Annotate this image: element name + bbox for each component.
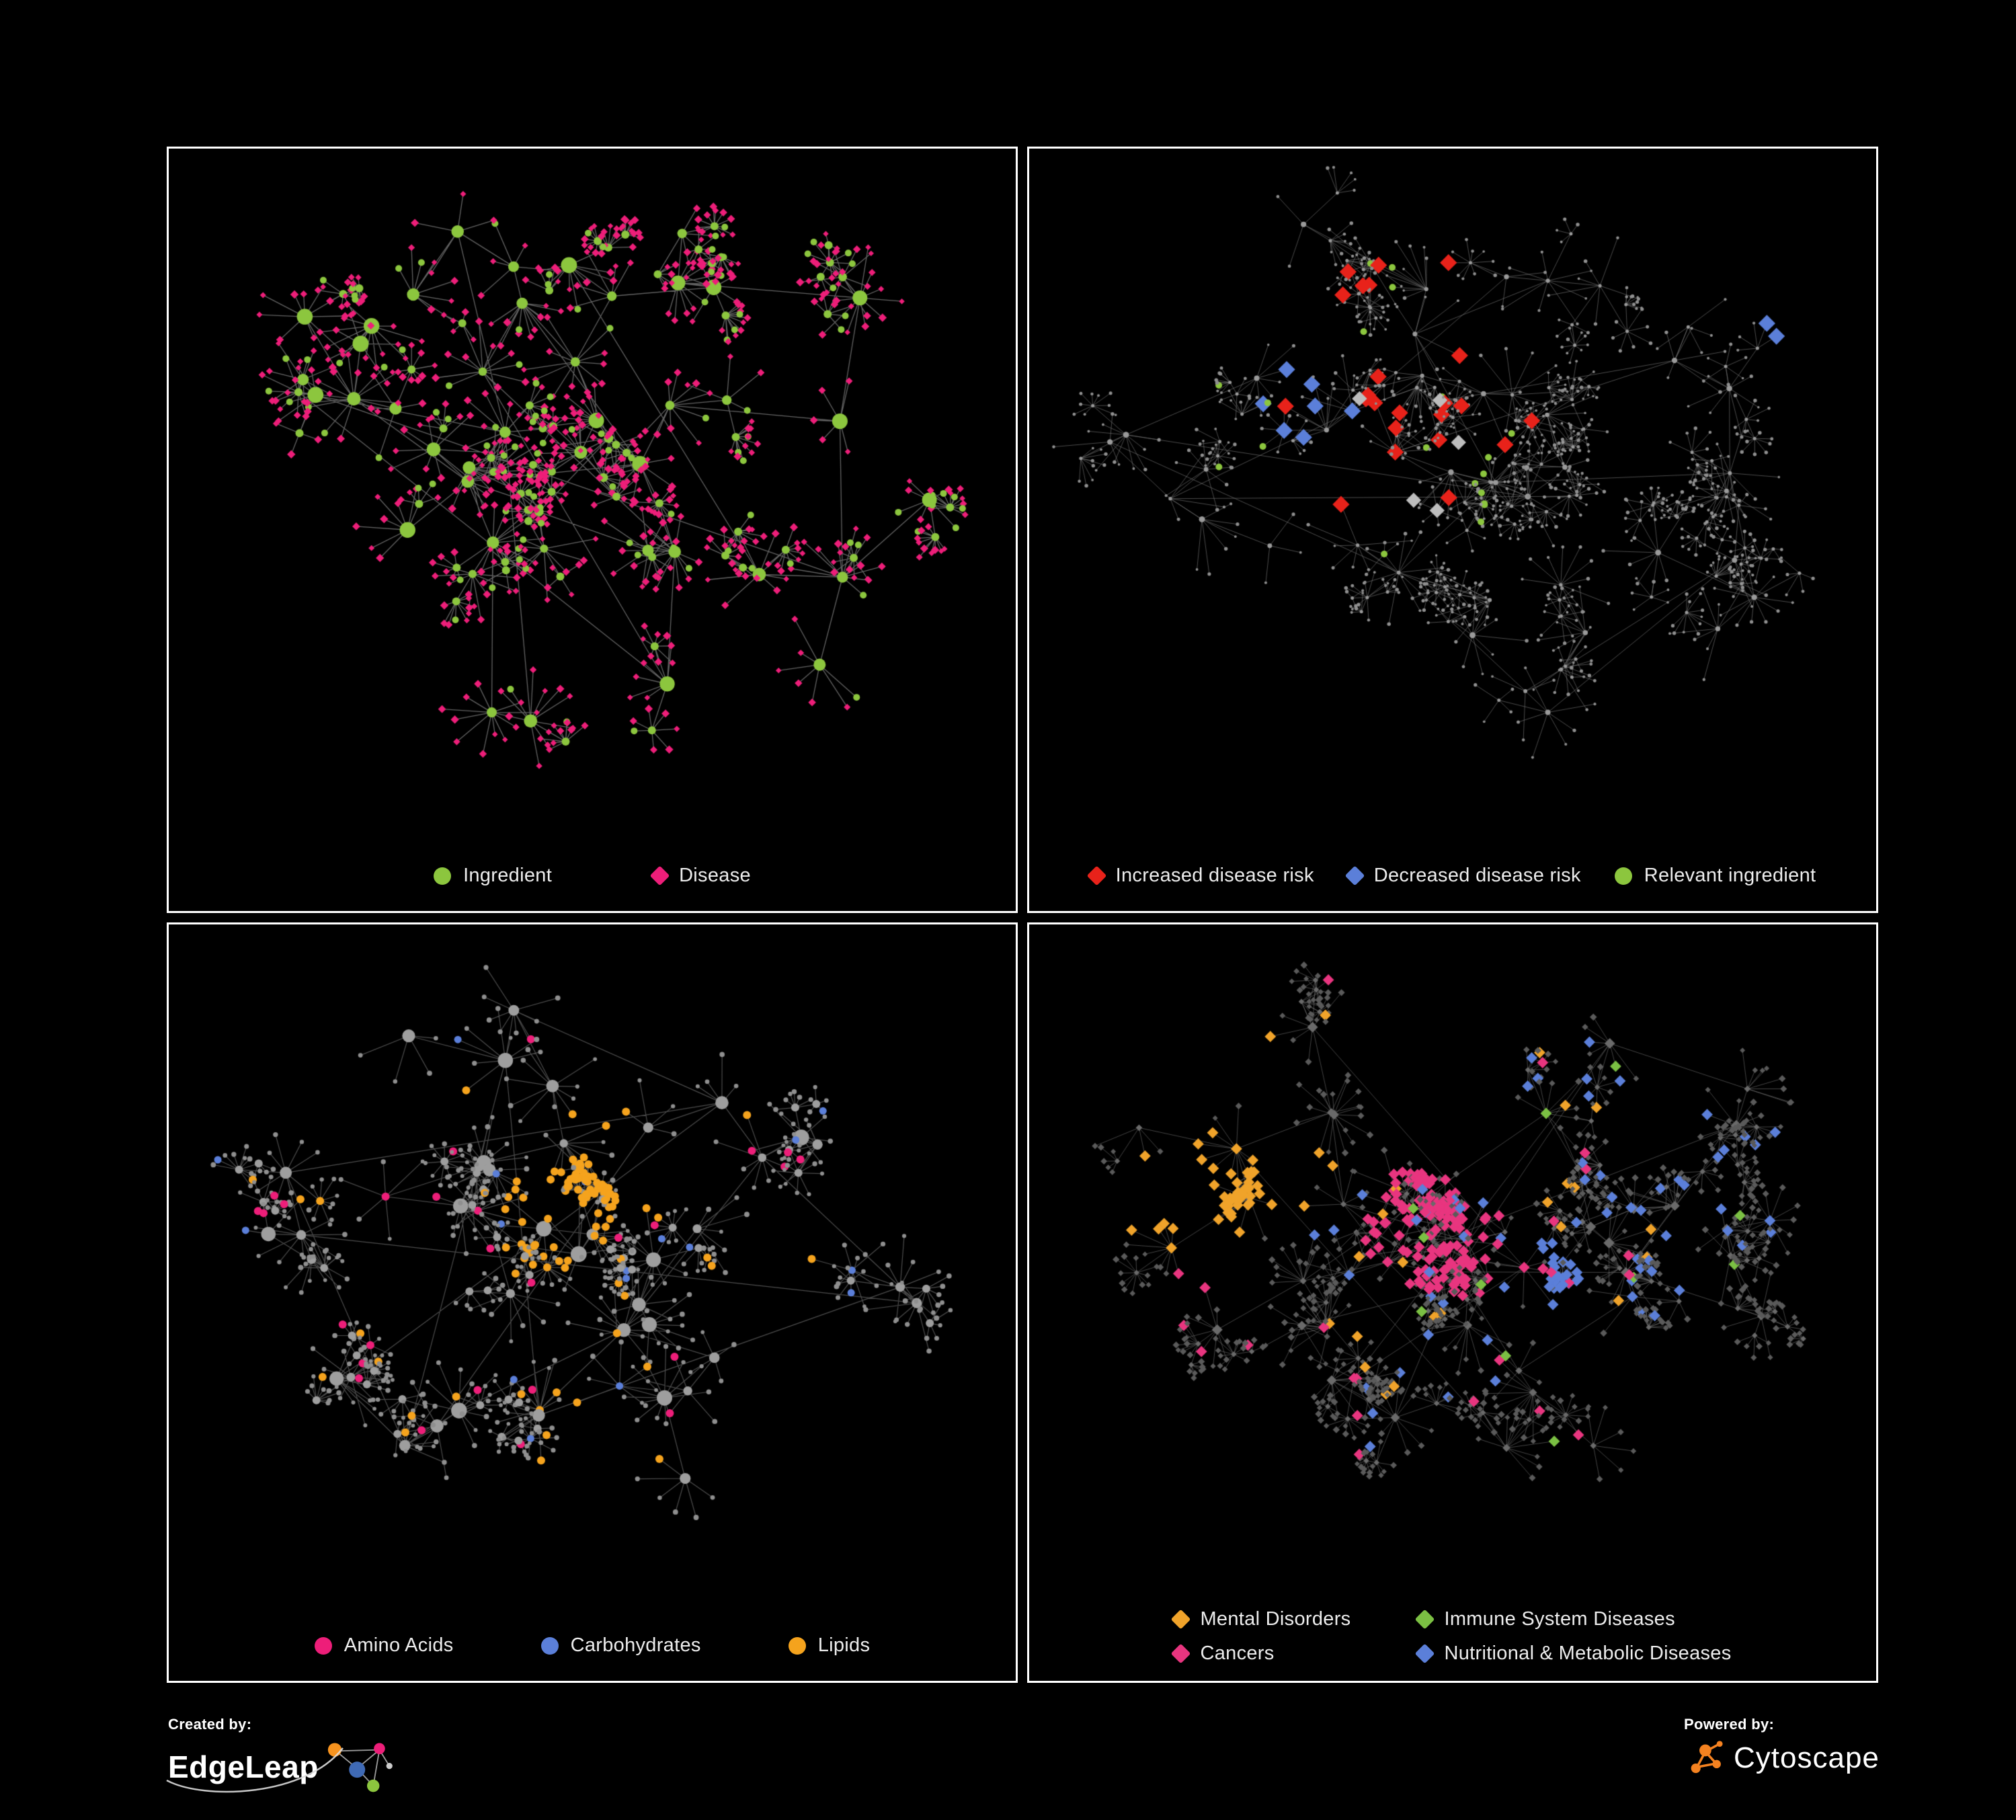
legend-item-cancers: Cancers [1171,1643,1350,1665]
legend-item-disease: Disease [649,865,751,887]
legend: Amino Acids Carbohydrates Lipids [169,1634,1016,1657]
powered-by-block: Powered by: Cytoscape [1684,1716,1880,1779]
circle-swatch-icon [314,1636,332,1655]
legend-label: Immune System Diseases [1444,1608,1675,1630]
edgeleap-network-icon [327,1743,393,1792]
legend-label: Lipids [817,1634,871,1656]
legend-item-carbohydrates: Carbohydrates [540,1634,701,1657]
legend: Mental Disorders Immune System Diseases … [1029,1608,1876,1665]
legend-item-relevant-ingredient: Relevant ingredient [1614,865,1816,887]
circle-swatch-icon [540,1636,559,1655]
network-graph-disease-risk [1029,149,1876,814]
panel-disease-risk-network: Increased disease risk Decreased disease… [1027,147,1878,913]
created-by-block: Created by: EdgeLeap [166,1716,399,1796]
diamond-swatch-icon [649,865,670,886]
legend-label: Carbohydrates [570,1634,701,1656]
powered-by-label: Powered by: [1684,1716,1775,1733]
edgeleap-wordmark: EdgeLeap [168,1749,319,1784]
edgeleap-logo: EdgeLeap [166,1737,399,1796]
diamond-swatch-icon [1086,865,1106,886]
network-graph-macronutrients [169,924,1016,1580]
network-graph-ingredient-disease [169,149,1016,814]
network-graph-disease-categories [1029,924,1876,1573]
legend-label: Cancers [1200,1643,1275,1664]
cytoscape-logo: Cytoscape [1684,1737,1880,1779]
legend-label: Decreased disease risk [1373,865,1581,886]
legend: Increased disease risk Decreased disease… [1029,865,1876,887]
legend-label: Ingredient [463,865,553,886]
panel-disease-category-network: Mental Disorders Immune System Diseases … [1027,922,1878,1683]
legend-label: Amino Acids [344,1634,454,1656]
panel-macronutrient-network: Amino Acids Carbohydrates Lipids [167,922,1018,1683]
cytoscape-network-icon [1691,1741,1723,1774]
legend-label: Disease [679,865,751,886]
legend-item-mental-disorders: Mental Disorders [1171,1608,1351,1630]
legend-item-decreased-risk: Decreased disease risk [1344,865,1581,887]
diamond-swatch-icon [1415,1643,1435,1664]
legend-label: Nutritional & Metabolic Diseases [1444,1643,1732,1664]
diamond-swatch-icon [1171,1643,1191,1664]
panel-ingredient-disease-network: Ingredient Disease [167,147,1018,913]
legend-label: Relevant ingredient [1644,865,1816,886]
legend-item-lipids: Lipids [788,1634,871,1657]
diamond-swatch-icon [1344,865,1365,886]
legend-item-nutritional-metabolic-diseases: Nutritional & Metabolic Diseases [1415,1643,1732,1665]
legend-label: Mental Disorders [1200,1608,1351,1630]
circle-swatch-icon [434,867,452,885]
legend-item-ingredient: Ingredient [434,865,552,887]
legend-item-immune-system-diseases: Immune System Diseases [1415,1608,1731,1630]
legend-item-amino-acids: Amino Acids [314,1634,454,1657]
legend: Ingredient Disease [169,865,1016,887]
diamond-swatch-icon [1171,1609,1191,1630]
legend-label: Increased disease risk [1115,865,1314,886]
circle-swatch-icon [1614,867,1632,885]
diamond-swatch-icon [1415,1609,1435,1630]
circle-swatch-icon [788,1636,806,1655]
created-by-label: Created by: [168,1716,252,1733]
cytoscape-wordmark: Cytoscape [1734,1741,1880,1774]
legend-item-increased-risk: Increased disease risk [1086,865,1314,887]
